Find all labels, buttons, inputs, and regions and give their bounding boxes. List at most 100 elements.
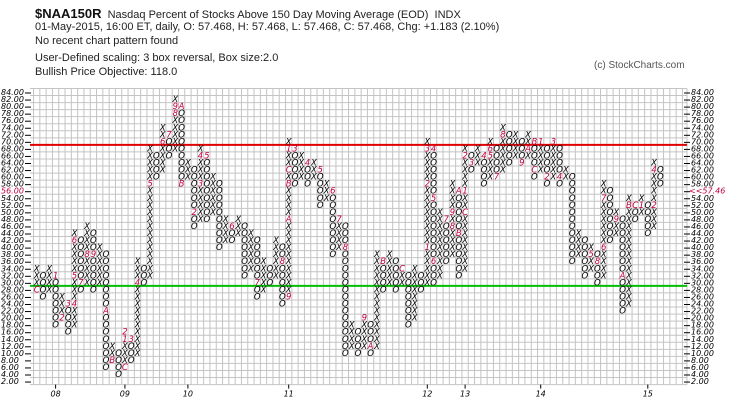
x-box: X <box>411 314 418 324</box>
y-label-right: 48.00 <box>691 215 714 224</box>
x-box: X <box>146 187 153 197</box>
month-marker: 3 <box>469 159 474 169</box>
o-box: O <box>455 215 462 225</box>
x-box: X <box>461 250 468 260</box>
month-marker: B <box>286 180 292 190</box>
o-box: O <box>594 250 601 260</box>
x-box: X <box>184 159 191 169</box>
x-box: X <box>474 159 481 169</box>
o-box: O <box>329 250 336 260</box>
o-box: O <box>140 271 147 281</box>
x-box: X <box>474 144 481 154</box>
o-box: O <box>594 264 601 274</box>
x-box: X <box>197 215 204 225</box>
o-box: O <box>103 356 110 366</box>
x-box: X <box>285 243 292 253</box>
x-box: X <box>222 222 229 232</box>
o-box: O <box>644 229 651 239</box>
o-box: O <box>292 159 299 169</box>
y-label-left: 30.00 <box>1 278 24 287</box>
x-box: X <box>146 144 153 154</box>
o-box: O <box>329 208 336 218</box>
x-box: X <box>108 342 115 352</box>
o-box: O <box>455 250 462 260</box>
x-box: X <box>575 250 582 260</box>
x-box: X <box>146 201 153 211</box>
o-box: O <box>317 187 324 197</box>
o-box: O <box>632 208 639 218</box>
y-label-right: 68.00 <box>691 144 714 153</box>
o-box: O <box>569 180 576 190</box>
y-label-left: 74.00 <box>1 123 24 132</box>
x-box: X <box>625 208 632 218</box>
x-box: X <box>474 151 481 161</box>
month-marker: B <box>109 356 115 366</box>
x-box: X <box>373 264 380 274</box>
o-box: O <box>266 264 273 274</box>
x-box: X <box>625 243 632 253</box>
x-box: X <box>297 173 304 183</box>
x-box: X <box>373 321 380 331</box>
o-box: O <box>178 137 185 147</box>
y-label-left: 78.00 <box>1 109 24 118</box>
x-box: X <box>146 173 153 183</box>
x-box: X <box>423 187 430 197</box>
x-box: X <box>587 257 594 267</box>
o-box: O <box>216 187 223 197</box>
x-box: X <box>209 194 216 204</box>
x-box: X <box>310 166 317 176</box>
month-marker: 6 <box>488 144 494 154</box>
x-box: X <box>436 264 443 274</box>
y-label-left: 2.00 <box>1 377 19 386</box>
y-label-left: 22.00 <box>1 307 24 316</box>
y-label-left: 14.00 <box>1 335 24 344</box>
x-box: X <box>71 257 78 267</box>
o-box: O <box>619 222 626 232</box>
o-box: O <box>342 307 349 317</box>
y-label-right: 16.00 <box>691 328 714 337</box>
x-box: X <box>297 159 304 169</box>
x-box: X <box>423 159 430 169</box>
x-box: X <box>247 243 254 253</box>
o-box: O <box>518 151 525 161</box>
o-box: O <box>380 264 387 274</box>
x-box: X <box>247 250 254 260</box>
month-marker: 3 <box>198 180 203 190</box>
x-box: X <box>423 173 430 183</box>
month-marker: A <box>367 342 374 352</box>
o-box: O <box>342 321 349 331</box>
o-box: O <box>178 123 185 133</box>
o-box: O <box>342 257 349 267</box>
o-box: O <box>65 314 72 324</box>
month-marker: 7 <box>494 173 500 183</box>
o-box: O <box>468 166 475 176</box>
o-box: O <box>607 229 614 239</box>
month-marker: C <box>286 166 292 176</box>
o-box: O <box>178 116 185 126</box>
y-label-right: 52.00 <box>691 201 714 210</box>
x-box: X <box>650 180 657 190</box>
o-box: O <box>443 222 450 232</box>
x-box: X <box>146 229 153 239</box>
x-box: X <box>600 250 607 260</box>
o-box: O <box>52 300 59 310</box>
x-box: X <box>71 250 78 260</box>
o-box: O <box>77 243 84 253</box>
x-box: X <box>285 285 292 295</box>
month-marker: 5 <box>72 271 77 281</box>
o-box: O <box>619 257 626 267</box>
y-label-right: 8.00 <box>691 356 709 365</box>
o-box: O <box>216 215 223 225</box>
o-box: O <box>292 180 299 190</box>
x-box: X <box>423 201 430 211</box>
x-box: X <box>449 229 456 239</box>
o-box: O <box>430 166 437 176</box>
o-box: O <box>140 278 147 288</box>
o-box: O <box>430 222 437 232</box>
x-box: X <box>600 201 607 211</box>
o-box: O <box>103 321 110 331</box>
x-box: X <box>625 229 632 239</box>
x-box: X <box>575 229 582 239</box>
x-box: X <box>171 116 178 126</box>
x-box: X <box>134 335 141 345</box>
